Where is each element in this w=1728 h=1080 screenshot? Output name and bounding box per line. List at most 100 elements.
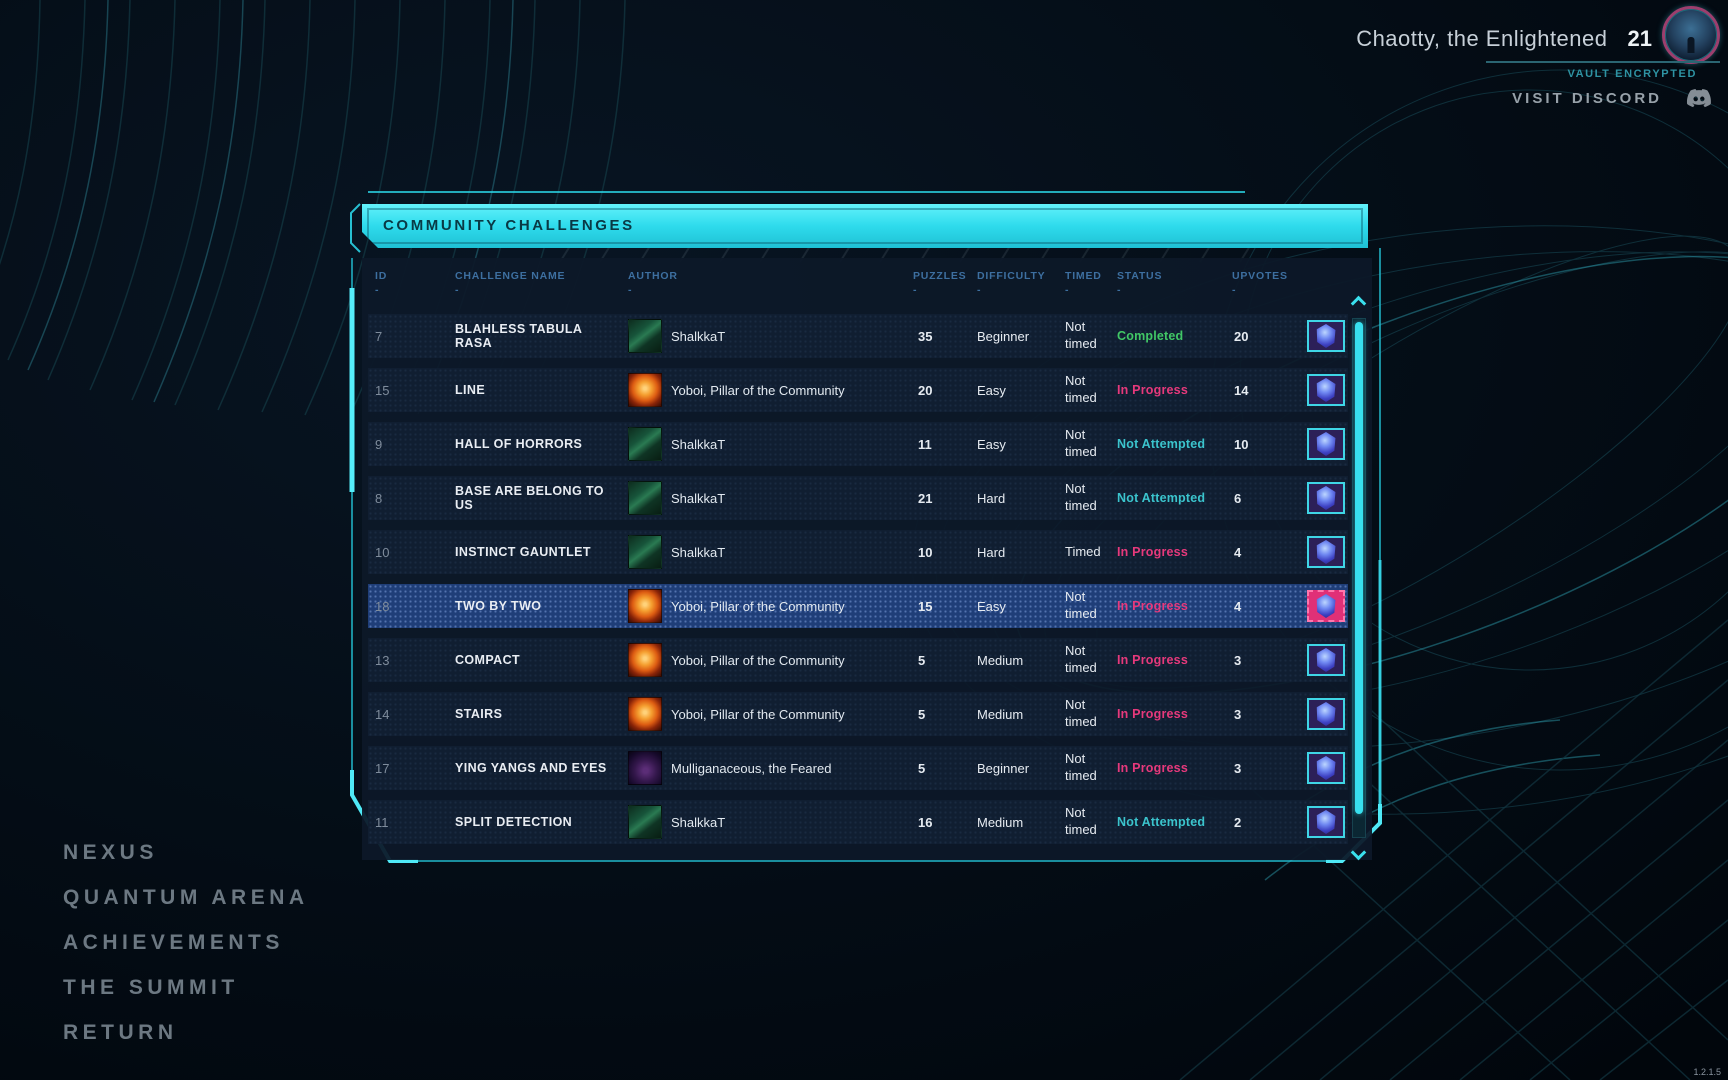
table-row[interactable]: 14 STAIRS Yoboi, Pillar of the Community… [368, 692, 1348, 736]
table-row[interactable]: 13 COMPACT Yoboi, Pillar of the Communit… [368, 638, 1348, 682]
discord-icon [1686, 89, 1711, 108]
chevron-down-icon[interactable] [1350, 844, 1367, 861]
table-row[interactable]: 8 BASE ARE BELONG TO US ShalkkaT 21 Hard… [368, 476, 1348, 520]
main-menu: NEXUS QUANTUM ARENA ACHIEVEMENTS THE SUM… [63, 830, 309, 1055]
challenge-name: YING YANGS AND EYES [455, 761, 607, 775]
author-name: Mulliganaceous, the Feared [671, 760, 832, 776]
menu-item-quantum-arena[interactable]: QUANTUM ARENA [63, 886, 309, 909]
challenge-upvotes: 4 [1234, 598, 1242, 614]
column-header-status[interactable]: STATUS - [1110, 270, 1225, 296]
visit-discord-button[interactable]: VISIT DISCORD [1512, 86, 1714, 110]
author-name: ShalkkaT [671, 544, 726, 560]
challenge-play-button[interactable] [1307, 806, 1345, 838]
challenge-author: ShalkkaT [621, 319, 906, 353]
column-header-timed[interactable]: TIMED - [1058, 270, 1110, 296]
menu-item-nexus[interactable]: NEXUS [63, 841, 158, 864]
author-avatar [628, 481, 662, 515]
challenge-status: Not Attempted [1117, 815, 1206, 829]
challenge-id: 14 [375, 706, 390, 722]
panel-title-bar: COMMUNITY CHALLENGES [362, 204, 1368, 248]
column-header-upvotes[interactable]: UPVOTES - [1225, 270, 1303, 296]
challenge-status: In Progress [1117, 761, 1188, 775]
challenge-play-button[interactable] [1307, 482, 1345, 514]
player-underline [1486, 61, 1720, 63]
table-row[interactable]: 11 SPLIT DETECTION ShalkkaT 16 Medium No… [368, 800, 1348, 844]
challenge-author: Yoboi, Pillar of the Community [621, 373, 906, 407]
challenge-name: BLAHLESS TABULA RASA [455, 322, 582, 350]
challenge-id: 7 [375, 328, 383, 344]
challenge-name: STAIRS [455, 707, 503, 721]
table-row[interactable]: 18 TWO BY TWO Yoboi, Pillar of the Commu… [368, 584, 1348, 628]
challenge-play-button[interactable] [1307, 752, 1345, 784]
menu-item-the-summit[interactable]: THE SUMMIT [63, 976, 239, 999]
challenge-timed: Timed [1065, 543, 1101, 559]
challenge-upvotes: 3 [1234, 706, 1242, 722]
sort-indicator: - [628, 284, 633, 296]
table-row[interactable]: 15 LINE Yoboi, Pillar of the Community 2… [368, 368, 1348, 412]
menu-item-achievements[interactable]: ACHIEVEMENTS [63, 931, 284, 954]
challenge-upvotes: 20 [1234, 328, 1249, 344]
challenge-puzzles: 5 [918, 760, 926, 776]
chevron-up-icon[interactable] [1350, 295, 1367, 312]
challenge-timed: Not timed [1065, 481, 1097, 513]
challenge-upvotes: 6 [1234, 490, 1242, 506]
challenge-play-button[interactable] [1307, 590, 1345, 622]
challenge-difficulty: Medium [977, 706, 1024, 722]
challenge-status: In Progress [1117, 599, 1188, 613]
challenge-difficulty: Medium [977, 814, 1024, 830]
challenge-puzzles: 5 [918, 652, 926, 668]
gem-icon [1316, 702, 1336, 726]
challenge-difficulty: Hard [977, 490, 1006, 506]
challenge-puzzles: 10 [918, 544, 933, 560]
challenge-author: ShalkkaT [621, 481, 906, 515]
gem-icon [1316, 378, 1336, 402]
challenge-id: 8 [375, 490, 383, 506]
challenge-play-button[interactable] [1307, 374, 1345, 406]
author-avatar [628, 643, 662, 677]
challenge-id: 13 [375, 652, 390, 668]
menu-item-return[interactable]: RETURN [63, 1021, 178, 1044]
challenge-difficulty: Easy [977, 436, 1006, 452]
table-row[interactable]: 17 YING YANGS AND EYES Mulliganaceous, t… [368, 746, 1348, 790]
column-header-author[interactable]: AUTHOR - [621, 270, 906, 296]
challenge-upvotes: 2 [1234, 814, 1242, 830]
scrollbar-thumb[interactable] [1355, 322, 1363, 814]
gem-icon [1316, 810, 1336, 834]
challenge-play-button[interactable] [1307, 536, 1345, 568]
scrollbar-track[interactable] [1352, 318, 1366, 838]
column-header-name[interactable]: CHALLENGE NAME - [448, 270, 621, 296]
author-name: ShalkkaT [671, 814, 726, 830]
challenge-play-button[interactable] [1307, 698, 1345, 730]
challenge-author: Yoboi, Pillar of the Community [621, 643, 906, 677]
player-block: Chaotty, the Enlightened 21 VAULT ENCRYPT… [1168, 0, 1728, 130]
challenge-difficulty: Medium [977, 652, 1024, 668]
vault-encrypted-label: VAULT ENCRYPTED [1567, 68, 1697, 80]
column-header-difficulty[interactable]: DIFFICULTY - [970, 270, 1058, 296]
challenge-name: LINE [455, 383, 486, 397]
challenge-upvotes: 10 [1234, 436, 1249, 452]
challenge-play-button[interactable] [1307, 320, 1345, 352]
column-header-id[interactable]: ID - [368, 270, 448, 296]
challenge-timed: Not timed [1065, 373, 1097, 405]
gem-icon [1316, 324, 1336, 348]
challenge-play-button[interactable] [1307, 644, 1345, 676]
author-avatar [628, 697, 662, 731]
author-name: ShalkkaT [671, 490, 726, 506]
player-name: Chaotty, the Enlightened [1356, 26, 1608, 51]
challenge-id: 18 [375, 598, 390, 614]
challenge-puzzles: 15 [918, 598, 933, 614]
challenge-timed: Not timed [1065, 805, 1097, 837]
challenge-difficulty: Hard [977, 544, 1006, 560]
author-name: Yoboi, Pillar of the Community [671, 652, 845, 668]
table-row[interactable]: 7 BLAHLESS TABULA RASA ShalkkaT 35 Begin… [368, 314, 1348, 358]
table-row[interactable]: 9 HALL OF HORRORS ShalkkaT 11 Easy Not t… [368, 422, 1348, 466]
table-row[interactable]: 10 INSTINCT GAUNTLET ShalkkaT 10 Hard Ti… [368, 530, 1348, 574]
column-header-puzzles[interactable]: PUZZLES - [906, 270, 970, 296]
challenge-author: Yoboi, Pillar of the Community [621, 697, 906, 731]
author-avatar [628, 805, 662, 839]
challenge-name: HALL OF HORRORS [455, 437, 583, 451]
challenge-play-button[interactable] [1307, 428, 1345, 460]
challenge-upvotes: 3 [1234, 652, 1242, 668]
player-avatar[interactable] [1662, 6, 1720, 64]
table-header-row: ID - CHALLENGE NAME - AUTHOR - PUZZLES -… [368, 270, 1348, 296]
